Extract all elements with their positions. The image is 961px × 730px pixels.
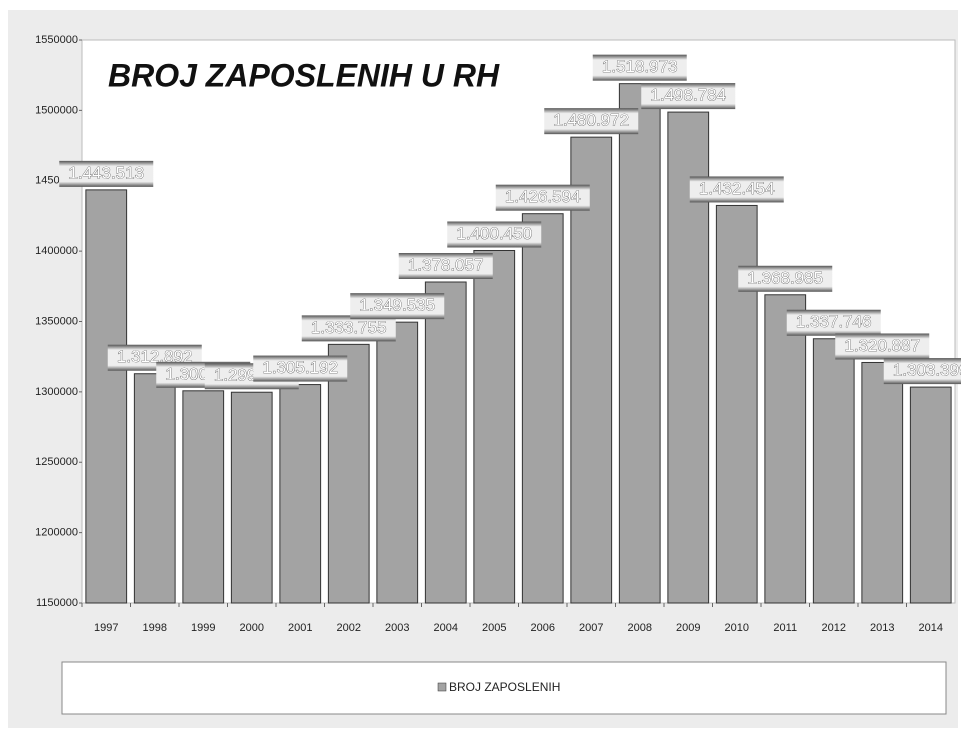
bar [764,294,807,604]
bar [715,204,758,604]
y-tick-label: 1350000 [35,315,78,327]
x-tick-label: 2008 [628,622,652,634]
value-label: 1.443.513 [68,163,144,182]
value-label-box [544,108,639,135]
value-label: 1.378.057 [408,255,484,274]
x-tick-label: 2006 [531,622,555,634]
value-label-box [301,315,396,342]
bar [230,391,273,604]
value-label: 1.305.192 [262,358,338,377]
x-tick-label: 2002 [337,622,361,634]
value-label-box [398,253,493,280]
value-label: 1.333.755 [311,318,387,337]
x-tick-label: 1999 [191,622,215,634]
x-tick-label: 2009 [676,622,700,634]
value-label: 1.518.973 [602,57,678,76]
value-label-box [883,358,961,385]
bar [473,249,516,604]
y-tick-label: 1550000 [35,34,78,46]
x-tick-label: 2001 [288,622,312,634]
x-tick-label: 2003 [385,622,409,634]
bar [279,384,322,604]
bar [182,390,225,604]
bar [861,361,904,604]
bar [570,136,613,604]
value-label: 1.337.746 [796,312,872,331]
x-tick-label: 1997 [94,622,118,634]
value-label-box [592,54,687,81]
bar [618,83,661,604]
y-tick-label: 1150000 [36,597,78,609]
y-tick-label: 1200000 [35,527,78,539]
y-tick-label: 1250000 [35,456,78,468]
x-tick-label: 2013 [870,622,894,634]
bar [812,338,855,604]
value-label: 1.349.535 [359,296,435,315]
x-tick-label: 2004 [434,622,458,634]
value-label: 1.426.594 [505,187,581,206]
value-label-box [835,333,930,360]
legend [61,661,947,715]
legend-swatch [437,682,447,692]
chart-title: BROJ ZAPOSLENIH U RH [108,57,500,93]
value-label: 1.498.784 [650,86,726,105]
value-label: 1.303.399 [893,361,961,380]
value-label: 1.320.887 [844,336,920,355]
value-label-box [495,184,590,211]
value-label: 1.400.450 [456,224,532,243]
y-tick-label: 1400000 [35,245,78,257]
value-label-box [59,160,154,187]
x-tick-label: 2014 [919,622,943,634]
bar [376,321,419,604]
value-label: 1.432.454 [699,179,775,198]
y-tick-label: 1500000 [35,104,78,116]
bar [521,213,564,604]
value-label-box [253,355,348,382]
value-label-box [447,221,542,248]
value-label: 1.312.892 [117,347,193,366]
value-label-box [350,293,445,320]
bar [909,386,952,604]
x-tick-label: 2005 [482,622,506,634]
bar [327,343,370,604]
value-label-box [641,83,736,110]
x-tick-label: 2010 [725,622,749,634]
y-tick-label: 1300000 [35,386,78,398]
x-tick-label: 2011 [773,622,797,634]
value-label-box [738,265,833,292]
x-tick-label: 2012 [822,622,846,634]
legend-label: BROJ ZAPOSLENIH [449,680,560,694]
value-label-box [689,176,784,203]
x-tick-label: 2000 [240,622,264,634]
value-label: 1.368.985 [747,268,823,287]
bar [424,281,467,604]
x-tick-label: 1998 [143,622,167,634]
value-label-box [786,309,881,336]
bar [85,189,128,604]
value-label: 1.480.972 [553,111,629,130]
x-tick-label: 2007 [579,622,603,634]
bar [133,373,176,604]
